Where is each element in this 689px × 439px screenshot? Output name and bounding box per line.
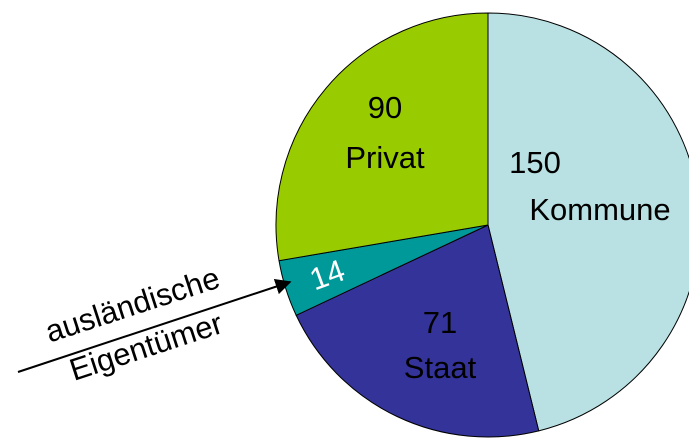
category-label: Staat [404,350,477,385]
value-label: 150 [509,145,561,180]
category-label: Privat [345,140,425,175]
value-label: 71 [423,305,457,340]
category-label: ausländischeEigentümer [41,260,238,391]
pie-slice [487,12,689,432]
value-label: 90 [368,90,402,125]
category-label: Kommune [529,192,670,227]
pie-slice [295,224,540,438]
pointer-arrow [17,278,292,373]
pie-slice [275,12,489,262]
